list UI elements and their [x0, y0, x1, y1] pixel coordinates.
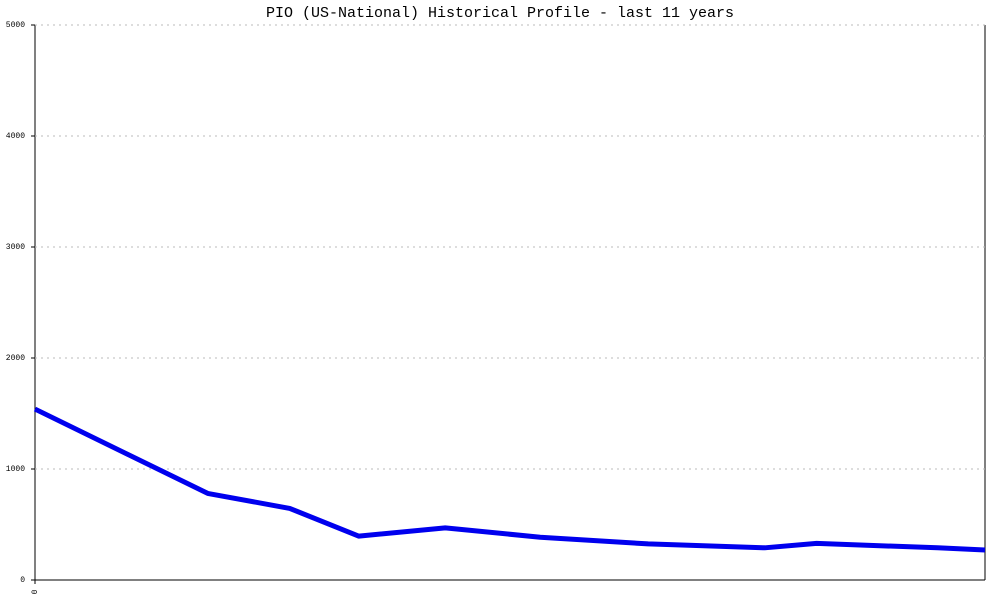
y-tick-label: 3000	[6, 243, 25, 252]
y-tick-label: 5000	[6, 21, 25, 30]
line-series	[33, 406, 986, 553]
y-tick-label: 2000	[6, 354, 25, 363]
y-tick-label: 0	[20, 576, 25, 585]
y-tick-label: 1000	[6, 465, 25, 474]
y-tick-label: 4000	[6, 132, 25, 141]
chart-title: PIO (US-National) Historical Profile - l…	[266, 5, 734, 22]
x-tick-label: 0	[31, 589, 40, 594]
